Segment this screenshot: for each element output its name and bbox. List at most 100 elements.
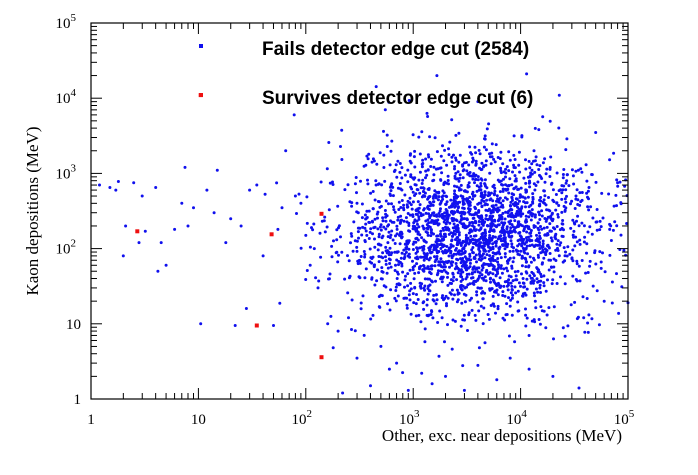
fails-point — [416, 298, 420, 301]
fails-point — [462, 313, 466, 317]
fails-point — [394, 163, 398, 167]
fails-point — [536, 180, 540, 184]
fails-point — [455, 219, 459, 223]
fails-point — [379, 204, 383, 208]
fails-point — [539, 251, 543, 255]
fails-point — [397, 263, 400, 267]
fails-point — [381, 234, 385, 238]
fails-point — [493, 160, 497, 164]
fails-point — [585, 251, 588, 255]
fails-point — [445, 302, 448, 306]
fails-point — [428, 135, 432, 139]
fails-point — [481, 322, 485, 326]
fails-point — [482, 241, 486, 245]
fails-point — [473, 270, 477, 274]
fails-point — [617, 311, 621, 315]
fails-point — [531, 192, 535, 196]
fails-point — [377, 235, 381, 239]
fails-point — [417, 215, 421, 219]
fails-point — [417, 178, 421, 182]
fails-point — [494, 290, 498, 294]
fails-point — [376, 227, 380, 231]
fails-point — [461, 195, 465, 199]
fails-point — [484, 242, 488, 246]
fails-point — [517, 150, 521, 154]
fails-point — [335, 228, 339, 232]
fails-point — [506, 283, 510, 287]
fails-point — [475, 260, 478, 264]
fails-point — [456, 266, 460, 270]
fails-point — [421, 213, 425, 217]
fails-point — [542, 274, 546, 278]
fails-point — [376, 248, 380, 252]
fails-point — [529, 229, 533, 232]
fails-point — [463, 226, 467, 230]
fails-point — [370, 160, 374, 164]
fails-point — [525, 72, 529, 76]
fails-point — [461, 284, 465, 288]
fails-point — [537, 318, 541, 321]
fails-point — [379, 228, 383, 232]
fails-point — [284, 149, 288, 153]
fails-point — [528, 185, 532, 189]
fails-point — [458, 153, 462, 157]
fails-point — [359, 179, 362, 183]
fails-point — [401, 371, 405, 375]
fails-point — [389, 189, 393, 193]
fails-point — [521, 294, 525, 298]
fails-point — [466, 183, 470, 187]
fails-point — [517, 242, 521, 246]
fails-point — [499, 230, 502, 234]
fails-point — [549, 236, 553, 240]
fails-point — [399, 206, 403, 209]
fails-point — [516, 269, 520, 273]
fails-point — [479, 227, 483, 231]
fails-point — [504, 188, 508, 192]
fails-point — [304, 233, 308, 237]
fails-point — [406, 284, 410, 288]
fails-point — [328, 272, 332, 276]
fails-point — [536, 243, 540, 247]
fails-point — [429, 204, 432, 208]
fails-point — [414, 302, 418, 306]
fails-point — [561, 219, 565, 222]
fails-point — [528, 166, 532, 170]
fails-point — [520, 272, 523, 276]
fails-point — [550, 265, 553, 269]
fails-point — [460, 301, 464, 305]
fails-point — [261, 254, 265, 258]
fails-point — [426, 287, 430, 290]
fails-point — [476, 175, 480, 179]
fails-point — [523, 242, 527, 246]
fails-point — [500, 221, 504, 225]
fails-point — [312, 247, 316, 251]
fails-point — [524, 205, 527, 209]
fails-point — [350, 204, 354, 208]
fails-point — [362, 250, 366, 253]
fails-point — [471, 158, 475, 162]
fails-point — [469, 234, 473, 238]
fails-point — [474, 163, 478, 167]
fails-point — [528, 209, 531, 213]
fails-point — [450, 217, 454, 220]
fails-point — [504, 266, 508, 270]
fails-point — [487, 242, 490, 246]
fails-point — [461, 199, 465, 203]
fails-point — [538, 322, 542, 326]
fails-point — [549, 155, 553, 159]
fails-point — [600, 191, 604, 195]
fails-point — [550, 239, 554, 243]
fails-point — [522, 281, 526, 285]
fails-point — [464, 277, 468, 281]
fails-point — [275, 181, 279, 185]
fails-point — [424, 157, 428, 161]
fails-point — [448, 221, 452, 225]
legend-marker-fails — [199, 44, 203, 48]
fails-point — [594, 262, 598, 266]
fails-point — [511, 202, 515, 206]
fails-point — [229, 217, 233, 221]
fails-point — [385, 214, 389, 218]
fails-point — [407, 224, 411, 227]
fails-point — [618, 180, 622, 184]
fails-point — [491, 210, 495, 214]
